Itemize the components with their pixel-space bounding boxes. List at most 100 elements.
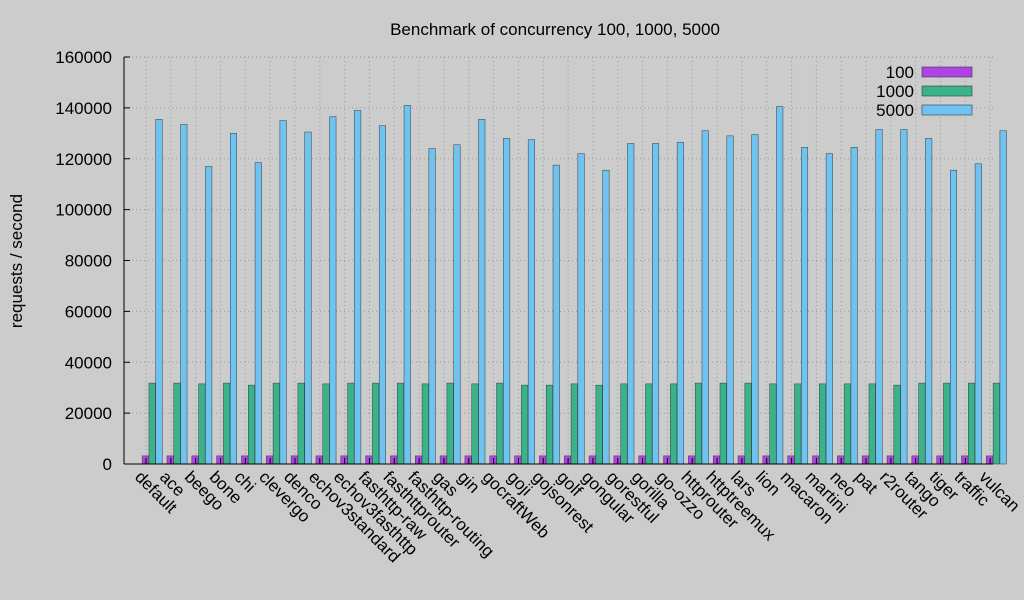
bar-5000-go-ozzo	[676, 141, 684, 465]
bar-1000-vulcan	[992, 382, 1000, 465]
bar-1000-beego	[198, 383, 206, 465]
legend-label-100: 100	[886, 63, 914, 82]
bar-100-neo	[837, 455, 845, 465]
y-tick-label: 0	[103, 455, 112, 474]
bar-5000-ace	[180, 124, 188, 465]
bar-100-beego	[191, 455, 199, 465]
bar-100-golf	[563, 455, 571, 465]
bar-1000-macaron	[794, 383, 802, 465]
x-tick-label: lion	[752, 467, 784, 499]
legend-label-5000: 5000	[876, 101, 914, 120]
bar-100-gojsonrest	[539, 455, 547, 465]
y-tick-label: 120000	[55, 150, 112, 169]
bar-1000-gin	[471, 383, 479, 465]
bar-1000-fasthttprouter	[396, 382, 404, 465]
bar-1000-chi	[248, 384, 256, 465]
bar-5000-gocraftWeb	[503, 138, 511, 465]
bar-1000-gocraftWeb	[496, 382, 504, 465]
bar-5000-clevergo	[279, 120, 287, 465]
bar-5000-gongular	[602, 169, 610, 465]
legend-swatch-5000	[921, 104, 973, 116]
y-tick-label: 40000	[65, 353, 112, 372]
bar-100-httptreemux	[712, 455, 720, 465]
bar-5000-martini	[825, 153, 833, 465]
legend-label-1000: 1000	[876, 82, 914, 101]
bar-1000-fasthttp-raw	[372, 382, 380, 465]
bar-5000-beego	[205, 166, 213, 465]
ticks-layer: 0 20000 40000 60000 80000 100000 120000 140000 1…	[55, 48, 130, 474]
bar-5000-lars	[751, 134, 759, 465]
bar-5000-httptreemux	[726, 135, 734, 465]
y-tick-label: 100000	[55, 201, 112, 220]
bar-1000-clevergo	[272, 382, 280, 465]
bar-100-chi	[241, 455, 249, 465]
bar-100-echov3fasthttp	[340, 455, 348, 465]
bar-5000-fasthttp-routing	[428, 148, 436, 465]
bar-100-macaron	[787, 455, 795, 465]
bar-1000-martini	[819, 383, 827, 465]
bar-1000-golf	[570, 383, 578, 465]
x-tick-label: pat	[851, 467, 881, 497]
y-tick-label: 140000	[55, 99, 112, 118]
bar-5000-golf	[577, 153, 585, 465]
bar-100-echov3standard	[315, 455, 323, 465]
bar-5000-gorilla	[652, 143, 660, 465]
bar-100-pat	[861, 455, 869, 465]
bar-1000-fasthttp-routing	[421, 383, 429, 465]
bar-5000-httprouter	[701, 130, 709, 465]
bar-1000-tiger	[943, 382, 951, 465]
bar-5000-bone	[229, 133, 237, 465]
bar-1000-httptreemux	[719, 382, 727, 465]
bar-100-traffic	[961, 455, 969, 465]
bar-5000-gas	[453, 144, 461, 465]
bar-5000-denco	[304, 131, 312, 465]
bar-5000-gin	[478, 119, 486, 465]
bar-1000-ace	[173, 382, 181, 465]
bar-5000-pat	[875, 129, 883, 465]
bar-100-clevergo	[266, 455, 274, 465]
bar-100-go-ozzo	[663, 455, 671, 465]
y-tick-label: 160000	[55, 48, 112, 67]
bar-1000-go-ozzo	[670, 383, 678, 465]
bar-1000-gorestful	[620, 383, 628, 465]
bars-layer	[141, 105, 1007, 465]
bar-100-fasthttp-routing	[415, 455, 423, 465]
bar-1000-httprouter	[694, 382, 702, 465]
bar-5000-macaron	[801, 147, 809, 465]
bar-1000-default	[148, 382, 156, 465]
bar-1000-echov3standard	[322, 383, 330, 465]
bar-100-goji	[514, 455, 522, 465]
bar-5000-vulcan	[999, 130, 1007, 465]
bar-1000-lars	[744, 382, 752, 465]
bar-5000-goji	[527, 139, 535, 465]
bar-5000-fasthttp-raw	[378, 125, 386, 465]
bar-5000-gojsonrest	[552, 164, 560, 465]
bar-1000-bone	[223, 382, 231, 465]
bar-5000-r2router	[900, 129, 908, 465]
bar-5000-echov3fasthttp	[354, 110, 362, 465]
y-tick-label: 20000	[65, 404, 112, 423]
bar-5000-lion	[776, 106, 784, 465]
bar-100-ace	[166, 455, 174, 465]
axes-layer	[123, 57, 993, 465]
bar-5000-gorestful	[627, 143, 635, 465]
bar-1000-r2router	[893, 384, 901, 465]
bar-100-bone	[216, 455, 224, 465]
bar-100-vulcan	[986, 455, 994, 465]
bar-100-gocraftWeb	[489, 455, 497, 465]
bar-1000-denco	[297, 382, 305, 465]
bar-100-denco	[290, 455, 298, 465]
chart-title: Benchmark of concurrency 100, 1000, 5000	[390, 20, 720, 39]
bar-100-martini	[812, 455, 820, 465]
bar-1000-gorilla	[645, 383, 653, 465]
legend-swatch-100	[921, 66, 973, 78]
bar-1000-pat	[868, 383, 876, 465]
bar-5000-default	[155, 119, 163, 465]
bar-5000-tango	[925, 138, 933, 465]
bar-100-tango	[911, 455, 919, 465]
y-axis-label: requests / second	[7, 194, 26, 328]
bar-1000-gojsonrest	[545, 384, 553, 465]
bar-100-gorilla	[638, 455, 646, 465]
